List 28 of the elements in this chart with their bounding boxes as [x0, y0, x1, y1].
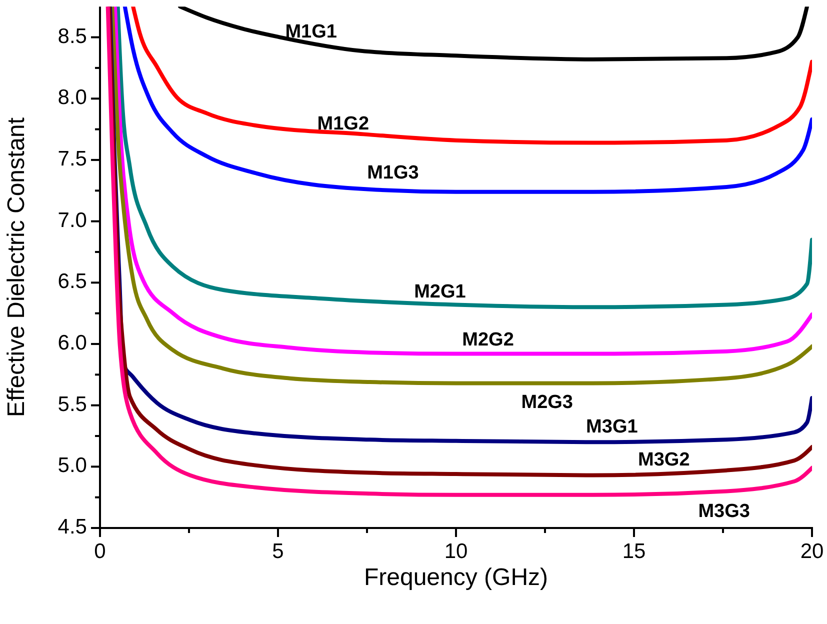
series-label: M3G1: [586, 416, 638, 438]
y-axis-title: Effective Dielectric Constant: [3, 117, 30, 418]
series-label: M1G1: [285, 21, 338, 42]
y-tick-label: 4.5: [58, 516, 87, 539]
series-label: M2G3: [521, 392, 574, 413]
x-axis-title: Frequency (GHz): [364, 564, 548, 591]
x-tick-label: 0: [94, 540, 106, 563]
y-tick-label: 5.5: [58, 392, 87, 416]
y-tick-label: 7.0: [58, 208, 87, 232]
y-tick-label: 8.5: [58, 24, 87, 48]
series-label: M1G3: [367, 162, 419, 184]
x-tick-label: 15: [622, 540, 646, 563]
series-label: M3G2: [638, 450, 690, 471]
series-label: M2G1: [414, 281, 466, 302]
line-series: [178, 6, 810, 62]
y-tick-label: 8.0: [58, 86, 87, 110]
line-series: [122, 6, 812, 194]
x-tick-label: 5: [272, 540, 284, 563]
x-tick-label: 20: [800, 540, 824, 563]
y-tick-label: 5.0: [58, 454, 87, 478]
y-tick-label: 6.5: [58, 270, 87, 294]
series-label: M1G2: [317, 113, 370, 134]
x-tick-label: 10: [444, 540, 468, 563]
series-label: M3G3: [698, 501, 750, 522]
series-label: M2G2: [462, 329, 514, 350]
y-tick-label: 6.0: [58, 332, 87, 355]
y-tick-label: 7.5: [58, 148, 87, 170]
line-series: [131, 6, 812, 145]
